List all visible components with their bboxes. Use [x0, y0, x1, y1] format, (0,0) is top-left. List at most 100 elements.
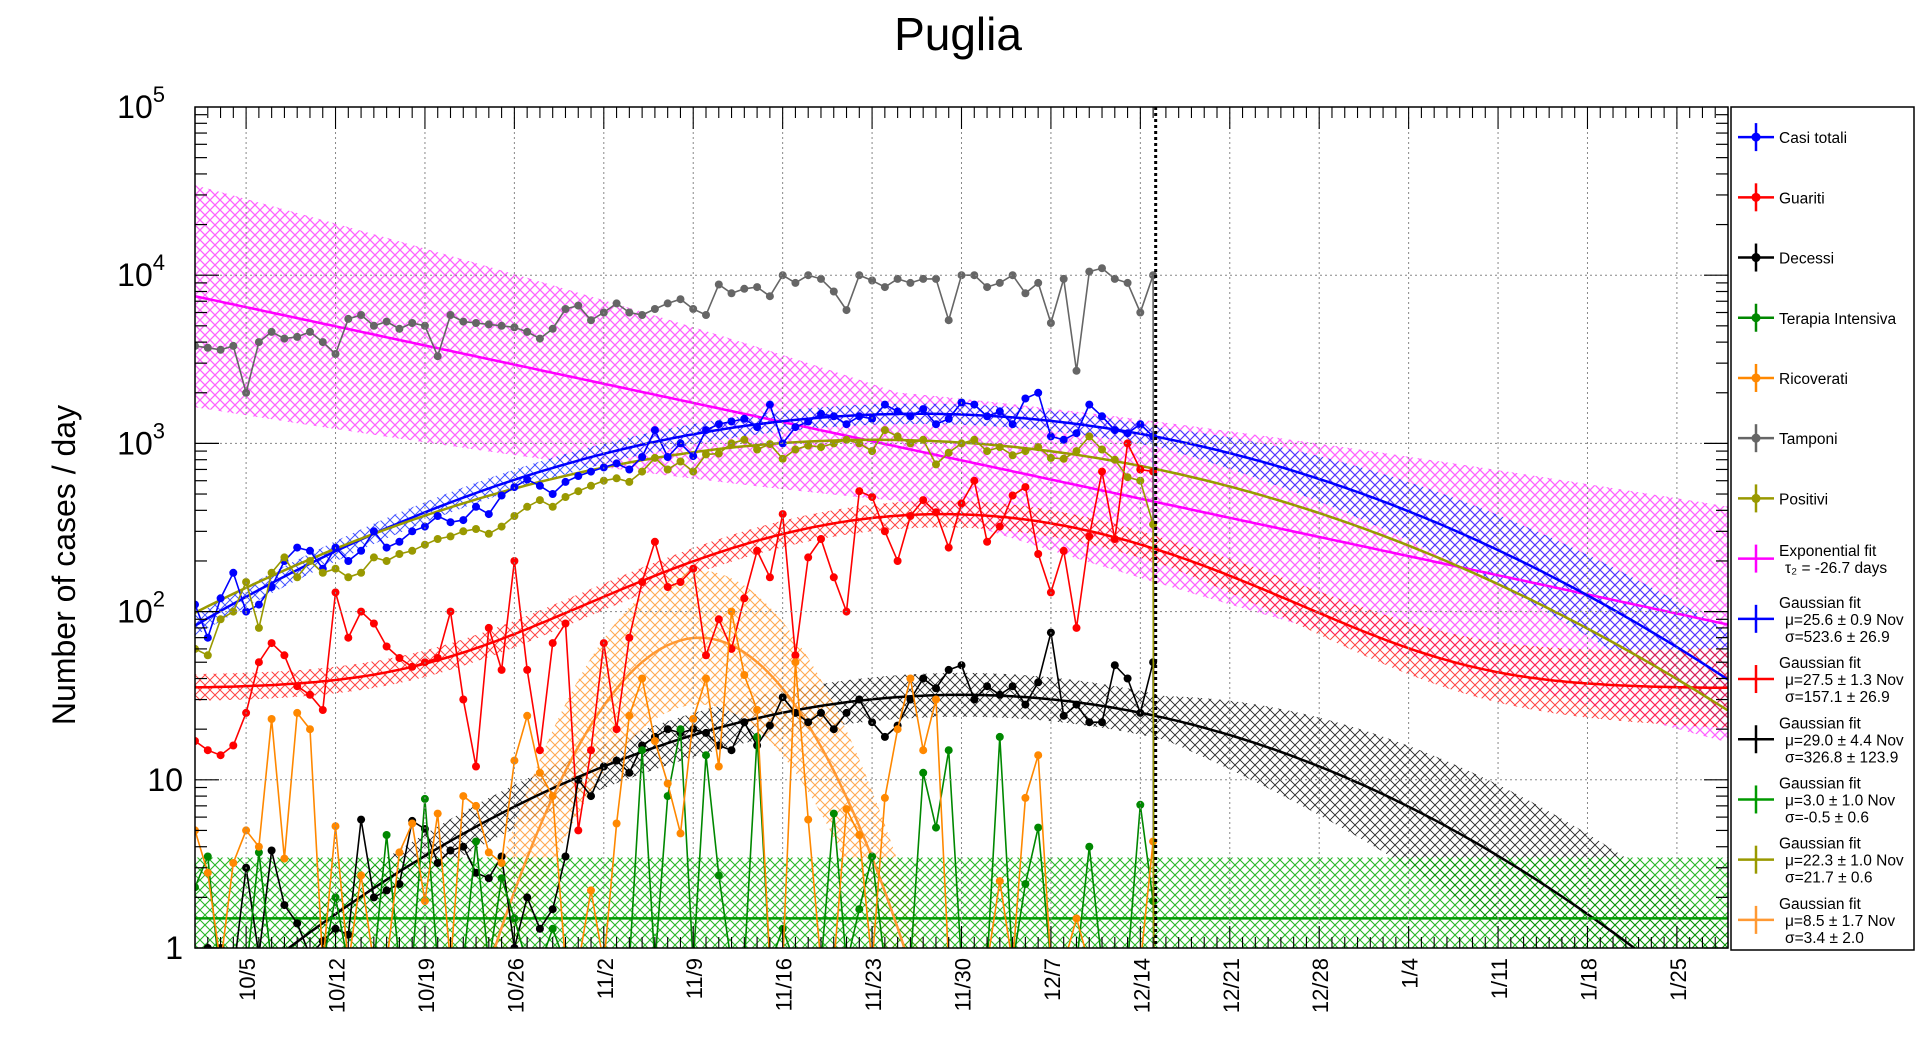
tamponi-point	[216, 345, 225, 354]
tamponi-point	[497, 321, 506, 330]
casi-totali-point	[995, 407, 1004, 416]
positivi-point	[484, 529, 493, 538]
casi-totali-point	[306, 546, 314, 555]
decessi-point	[842, 708, 851, 717]
tamponi-point	[306, 327, 314, 336]
positivi-point	[306, 557, 314, 565]
tamponi-point	[612, 299, 621, 308]
casi-totali-point	[625, 465, 634, 474]
terapia-intensiva-point	[562, 960, 570, 968]
ricoverati-point	[650, 737, 659, 745]
guariti-point	[944, 543, 953, 552]
casi-totali-point	[1085, 400, 1094, 409]
tamponi-point	[995, 278, 1004, 287]
ricoverati-point	[357, 871, 366, 880]
casi-fit-curve	[195, 412, 1728, 681]
positivi-point	[587, 481, 595, 490]
ricoverati-point	[254, 842, 263, 851]
positivi-point	[561, 493, 570, 501]
legend-swatch-marker	[1751, 493, 1761, 503]
terapia-intensiva-point	[459, 960, 467, 968]
decessi-point	[983, 682, 992, 691]
guariti-point	[344, 633, 353, 642]
decessi-point	[1123, 674, 1132, 683]
guariti-point	[1110, 535, 1119, 543]
guariti-point	[1123, 439, 1132, 448]
decessi-point	[829, 725, 838, 734]
terapia-intensiva-point	[447, 960, 455, 968]
ricoverati-point	[791, 658, 800, 667]
guariti-point	[293, 682, 302, 691]
positivi-point	[880, 426, 889, 435]
positivi-point	[970, 435, 979, 444]
positivi-point	[855, 439, 864, 448]
tamponi-point	[791, 278, 800, 287]
tamponi-point	[893, 274, 902, 283]
tamponi-point	[970, 271, 979, 280]
decessi-point	[369, 893, 378, 902]
tamponi-point	[1123, 278, 1132, 287]
casi-totali-point	[497, 491, 506, 500]
tamponi-series	[195, 264, 1158, 948]
casi-totali-point	[944, 414, 953, 423]
ricoverati-point	[625, 711, 634, 720]
decessi-point	[293, 919, 302, 928]
positivi-point	[791, 445, 800, 454]
decessi-point	[599, 762, 608, 771]
guariti-point	[459, 695, 468, 704]
ricoverati-point	[370, 960, 378, 968]
terapia-intensiva-point	[855, 905, 864, 914]
decessi-point	[970, 695, 979, 704]
x-tick-label: 11/23	[861, 958, 886, 1011]
tamponi-point	[650, 305, 659, 313]
y-axis: 1 10 102 103 104 105	[117, 82, 1728, 966]
tamponi-point	[1034, 278, 1043, 287]
legend-label: σ=-0.5 ± 0.6	[1785, 809, 1869, 826]
terapia-intensiva-point	[472, 837, 480, 846]
casi-totali-point	[1034, 388, 1043, 397]
guariti-point	[702, 651, 710, 660]
x-tick-label: 12/7	[1040, 958, 1065, 1001]
guariti-point	[535, 746, 544, 755]
guariti-point	[1021, 483, 1030, 492]
positivi-point	[535, 496, 544, 505]
casi-totali-point	[293, 543, 302, 552]
legend-label: Casi totali	[1779, 130, 1847, 147]
decessi-point	[1110, 661, 1119, 670]
tamponi-point	[638, 311, 647, 319]
y-tick-label: 102	[117, 587, 165, 630]
guariti-point	[676, 578, 685, 586]
ricoverati-point	[497, 859, 506, 867]
tamponi-point	[280, 334, 289, 343]
positivi-point	[408, 546, 417, 555]
terapia-intensiva-point	[894, 960, 902, 968]
ricoverati-point	[1111, 960, 1119, 968]
x-tick-label: 1/4	[1398, 958, 1423, 989]
positivi-point	[344, 573, 353, 582]
casi-totali-point	[408, 527, 417, 536]
legend-label: Gaussian fit	[1779, 775, 1862, 792]
casi-totali-point	[880, 400, 889, 409]
positivi-point	[357, 568, 366, 577]
tamponi-point	[195, 341, 199, 350]
decessi-point	[548, 905, 557, 914]
ricoverati-point	[587, 886, 595, 895]
terapia-intensiva-point	[932, 823, 940, 832]
decessi-point	[1034, 678, 1043, 687]
guariti-point	[280, 651, 289, 660]
guariti-point	[229, 741, 238, 750]
ricoverati-point	[676, 829, 685, 838]
decessi-point	[472, 868, 480, 877]
positivi-point	[1021, 447, 1030, 456]
legend-label: Decessi	[1779, 251, 1834, 268]
casi-totali-point	[1021, 394, 1030, 403]
decessi-point	[587, 792, 595, 801]
positivi-point	[842, 435, 851, 444]
casi-totali-point	[548, 490, 557, 498]
y-tick-label: 103	[117, 418, 165, 461]
tamponi-point	[484, 320, 493, 329]
decessi-point	[625, 768, 634, 777]
legend-item-decessi: Decessi	[1738, 243, 1834, 272]
